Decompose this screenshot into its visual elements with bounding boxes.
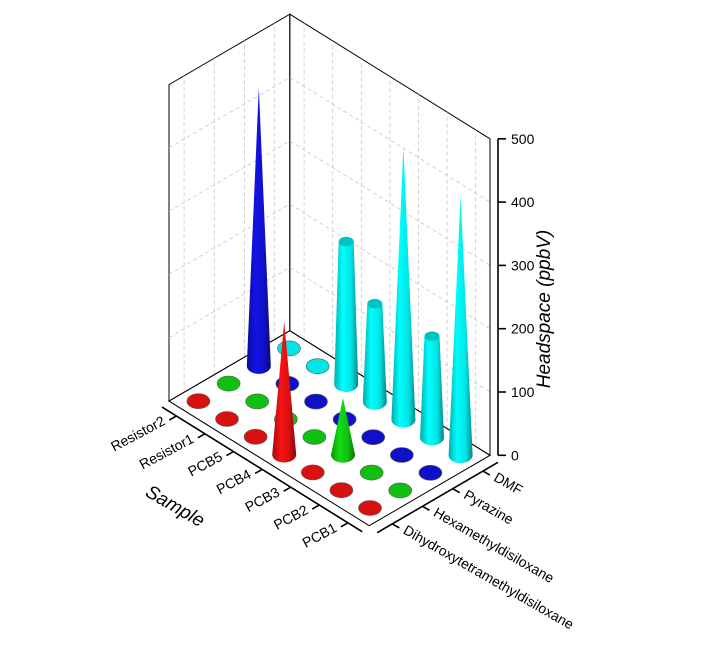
floor-disc-pcb1-3: [358, 500, 382, 516]
floor-outline: [168, 330, 491, 527]
grid-line-z: [168, 203, 491, 330]
compound-tick: [422, 505, 430, 511]
compound-tick: [391, 523, 400, 529]
floor-disc-pcb1-1: [418, 464, 443, 481]
grid-line-z: [168, 140, 491, 266]
sample-tick-label: PCB5: [185, 448, 225, 479]
sample-tick: [226, 450, 234, 457]
floor-disc-pcb3-1: [361, 429, 386, 446]
compound-tick: [452, 488, 461, 494]
floor-disc-resistor1-0: [305, 358, 330, 375]
grid-line-z: [168, 77, 491, 203]
sample-tick: [311, 504, 320, 510]
sample-tick: [168, 415, 177, 421]
cone-hexamethyldisiloxane-pcb3: [331, 397, 355, 463]
floor-disc-pcb4-2: [302, 429, 327, 445]
floor-disc-pcb3-3: [300, 464, 325, 481]
floor-disc-resistor2-0: [277, 340, 301, 357]
cone-dmf-pcb4: [362, 298, 387, 410]
sample-tick: [340, 522, 349, 528]
z-axis-title: Headspace (ppbV): [534, 230, 555, 388]
x-axis-title: Sample: [142, 481, 208, 531]
sample-tick: [254, 468, 263, 475]
cone-dihydroxytetramethyldisiloxane-pcb4: [272, 321, 297, 463]
floor-disc-resistor2-3: [186, 393, 211, 410]
floor-disc-resistor1-3: [215, 411, 239, 427]
compound-tick-label: DMF: [491, 469, 525, 498]
floor-disc-pcb5-3: [243, 428, 268, 445]
floor-disc-pcb5-1: [304, 393, 328, 410]
cone-dmf-pcb2: [420, 331, 444, 446]
sample-tick-label: PCB3: [242, 484, 282, 515]
floor-disc-pcb2-1: [389, 447, 414, 463]
z-tick-label: 500: [511, 131, 535, 147]
back-wall-left: [168, 13, 291, 402]
data-cones: [246, 87, 473, 464]
sample-tick-label: PCB4: [214, 466, 254, 497]
cone-dmf-pcb5: [334, 236, 359, 392]
floor-disc-pcb2-3: [329, 482, 354, 499]
cone-dmf-pcb1: [448, 195, 473, 464]
grid-line-z: [168, 266, 491, 393]
cone-dmf-pcb3: [391, 147, 416, 428]
floor-disc-pcb1-2: [388, 482, 413, 499]
floor-disc-resistor1-2: [245, 393, 270, 410]
cone-pyrazine-resistor2: [246, 87, 271, 374]
floor-disc-pcb2-2: [359, 464, 384, 481]
sample-tick: [197, 433, 206, 439]
compound-tick: [482, 470, 491, 476]
sample-tick: [283, 486, 292, 492]
z-tick-label: 0: [511, 447, 519, 463]
z-tick-label: 200: [511, 321, 535, 337]
sample-tick-label: PCB1: [300, 519, 340, 550]
z-tick-label: 100: [511, 384, 535, 400]
compound-axis-line: [376, 461, 499, 534]
floor-disc-resistor2-2: [216, 375, 241, 392]
z-tick-label: 400: [511, 194, 535, 210]
sample-tick-label: PCB2: [271, 501, 311, 532]
z-tick-label: 300: [511, 257, 535, 273]
